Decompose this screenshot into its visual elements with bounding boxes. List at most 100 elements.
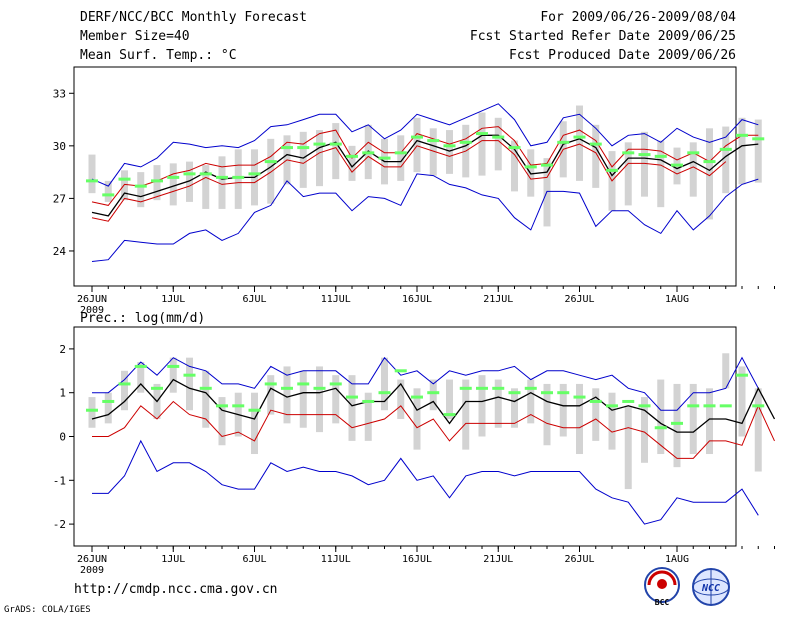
p1-forecast-marker xyxy=(476,132,488,136)
p1-frame xyxy=(73,66,737,287)
p1-spread-bar xyxy=(738,117,746,185)
p2-spread-bar xyxy=(543,383,551,446)
p1-ytick-label: 27 xyxy=(53,192,66,205)
p1-spread-bar xyxy=(316,130,323,187)
p1-forecast-marker xyxy=(719,147,732,151)
p1-spread-bar xyxy=(397,135,405,181)
p2-spread-bar xyxy=(381,357,388,411)
website-url[interactable]: http://cmdp.ncc.cma.gov.cn xyxy=(74,582,278,597)
p2-spread-bar xyxy=(608,392,616,450)
p2-forecast-marker xyxy=(638,404,651,408)
p2-spread-bar xyxy=(88,397,96,428)
p2-xtick-label: 11JUL xyxy=(321,554,351,565)
p2-forecast-marker xyxy=(752,404,765,408)
p1-forecast-marker xyxy=(524,165,537,169)
p1-spread-bar xyxy=(234,149,242,209)
p1-forecast-marker xyxy=(589,142,602,146)
refer-date: Fcst Started Refer Date 2009/06/25 xyxy=(469,29,736,44)
p2-ytick-label: -1 xyxy=(53,474,66,487)
p2-forecast-marker xyxy=(134,364,147,368)
p1-spread-bar xyxy=(478,112,486,176)
p1-spread-bar xyxy=(186,161,193,202)
grads-credit: GrADS: COLA/IGES xyxy=(4,605,91,615)
p2-forecast-marker xyxy=(541,391,553,395)
p2-spread-bar xyxy=(592,388,600,441)
p1-forecast-marker xyxy=(427,139,440,143)
p1-forecast-marker xyxy=(557,140,570,144)
variable-label: Mean Surf. Temp.: °C xyxy=(80,48,237,63)
p1-spread-bar xyxy=(689,142,697,197)
p1-spread-bar xyxy=(429,128,437,176)
p2-ytick-label: -2 xyxy=(53,518,66,531)
p2-xtick-label: 21JUL xyxy=(483,554,513,565)
p2-spread-bar xyxy=(754,388,762,472)
p1-spread-bar xyxy=(511,140,518,192)
p2-forecast-marker xyxy=(232,404,245,408)
p1-forecast-marker xyxy=(541,163,553,167)
p1-forecast-marker xyxy=(752,137,765,141)
p2-xtick-label: 1JUL xyxy=(161,554,185,565)
p1-ytick-label: 30 xyxy=(53,140,66,153)
p2-spread-bar xyxy=(576,383,583,455)
p1-spread-bar xyxy=(332,123,340,180)
p1-forecast-marker xyxy=(622,151,635,155)
p2-forecast-marker xyxy=(411,395,423,399)
p2-spread-bar xyxy=(706,388,713,455)
p2-spread-bar xyxy=(202,370,210,428)
bcc-logo-text: BCC xyxy=(655,598,670,607)
bcc-logo: BCC xyxy=(644,567,680,607)
p1-forecast-marker xyxy=(573,135,586,139)
p1-forecast-marker xyxy=(736,133,748,137)
p2-xtick-label: 26JUN xyxy=(77,554,107,565)
p2-spread-bar xyxy=(316,366,323,433)
p2-forecast-marker xyxy=(183,373,196,377)
p2-spread-bar xyxy=(137,362,145,393)
p2-spread-bar xyxy=(462,379,470,450)
p1-spread-bar xyxy=(104,180,112,202)
p1-xtick-label: 21JUL xyxy=(483,294,513,305)
p1-spread-bar xyxy=(267,138,275,204)
p2-forecast-marker xyxy=(687,404,700,408)
p1-forecast-marker xyxy=(118,177,131,181)
p2-forecast-marker xyxy=(281,386,293,390)
p1-spread-bar xyxy=(592,124,600,188)
p1-forecast-marker xyxy=(102,193,115,197)
member-size: Member Size=40 xyxy=(80,29,190,44)
p2-forecast-marker xyxy=(654,426,667,430)
p2-forecast-marker xyxy=(622,399,635,403)
p2-spread-bar xyxy=(413,388,421,450)
p2-forecast-marker xyxy=(216,404,228,408)
p2-forecast-marker xyxy=(378,391,391,395)
p2-spread-bar xyxy=(673,383,681,468)
p2-spread-bar xyxy=(283,366,291,424)
p1-forecast-marker xyxy=(703,160,716,164)
p2-forecast-marker xyxy=(736,373,748,377)
p2-forecast-marker xyxy=(427,391,440,395)
p2-spread-bar xyxy=(478,375,486,437)
p2-lower-line xyxy=(92,400,775,459)
p2-forecast-marker xyxy=(346,395,358,399)
p2-forecast-marker xyxy=(557,391,570,395)
p1-forecast-marker xyxy=(329,142,342,146)
p2-spread-bar xyxy=(169,357,177,393)
p2-forecast-marker xyxy=(606,404,618,408)
p1-upper-line xyxy=(91,126,759,206)
p2-spread-bar xyxy=(186,357,193,411)
p2-forecast-marker xyxy=(199,386,212,390)
p1-spread-bar xyxy=(299,131,307,188)
p1-xtick-label: 1AUG xyxy=(665,294,689,305)
p1-spread-bar xyxy=(202,165,210,209)
p1-xtick-label: 1JUL xyxy=(161,294,185,305)
p1-spread-bar xyxy=(494,117,502,171)
p1-spread-bar xyxy=(348,145,356,181)
p1-spread-bar xyxy=(169,163,177,206)
p2-spread-bar xyxy=(251,392,258,455)
p1-forecast-marker xyxy=(346,154,358,158)
p2-xtick-label: 26JUL xyxy=(564,554,594,565)
p2-forecast-marker xyxy=(86,408,98,412)
p1-spread-bar xyxy=(413,117,421,173)
p2-forecast-marker xyxy=(151,386,163,390)
p1-spread-bar xyxy=(137,172,145,208)
